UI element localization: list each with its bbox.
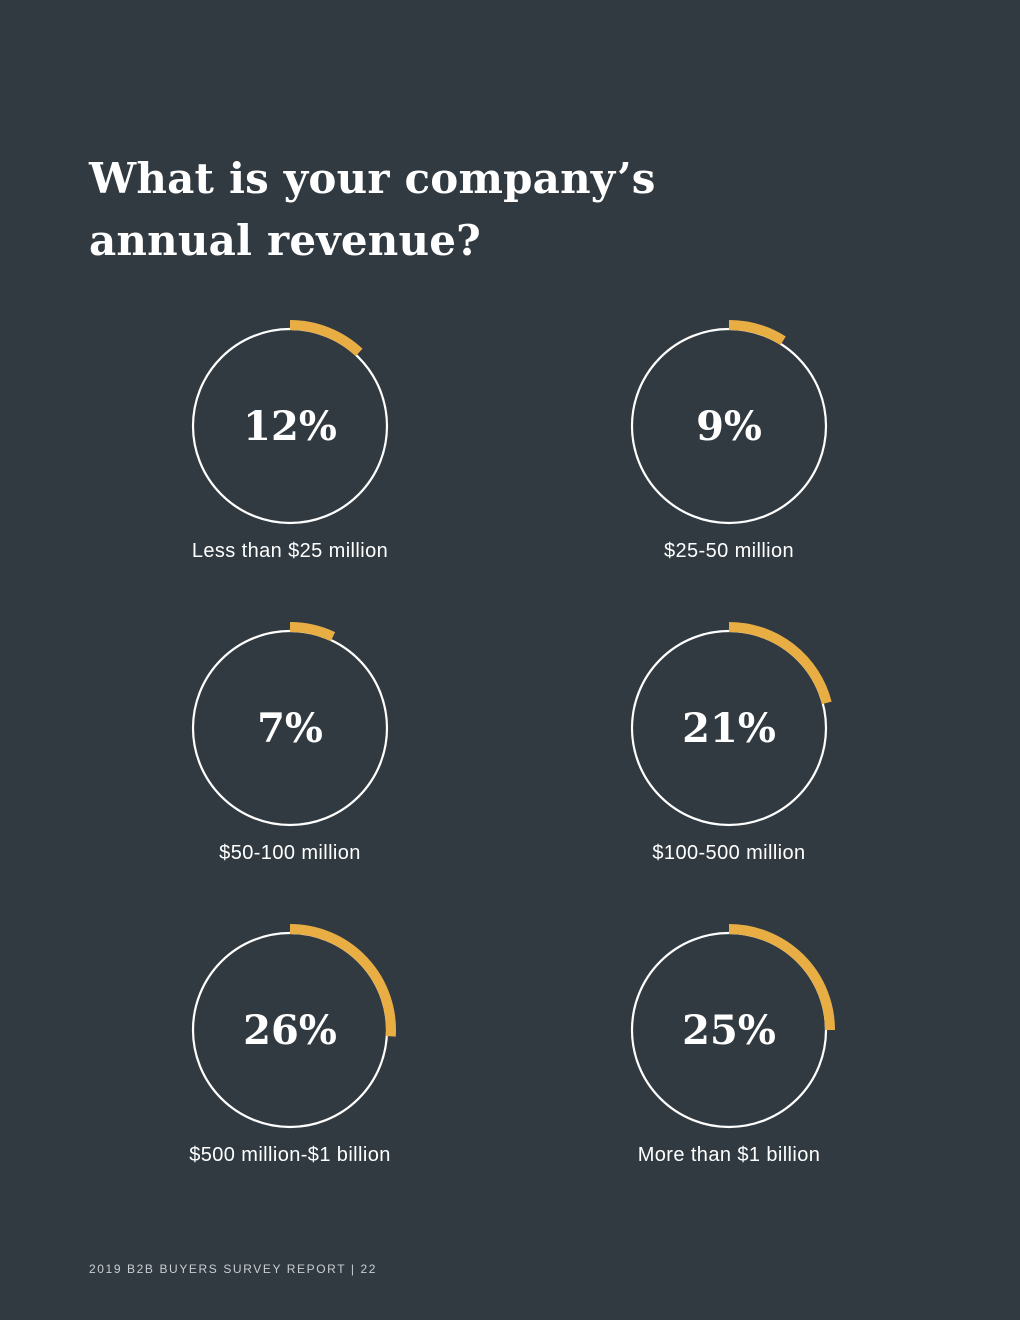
- ring-track: [630, 629, 828, 827]
- ring-value-label: 9%: [696, 403, 762, 450]
- ring-track: [630, 327, 828, 525]
- page-footer: 2019 B2B BUYERS SURVEY REPORT | 22: [89, 1262, 378, 1276]
- page-title-line-2: annual revenue?: [89, 216, 481, 265]
- ring-category-label: Less than $25 million: [192, 540, 388, 562]
- ring-value-label: 25%: [682, 1007, 776, 1054]
- ring-value-label: 12%: [243, 403, 337, 450]
- ring-item-500-million-1-billion: 26% $500 million-$1 billion: [189, 924, 396, 1166]
- ring-track: [191, 629, 389, 827]
- ring-progress-arc: [728, 320, 786, 346]
- ring-value-label: 26%: [243, 1007, 337, 1054]
- ring-progress-arc: [728, 924, 835, 1031]
- ring-item-50-100-million: 7% $50-100 million: [191, 622, 389, 864]
- ring-progress-arc: [289, 924, 396, 1037]
- ring-value-label: 21%: [682, 705, 776, 752]
- ring-progress-arc: [289, 622, 336, 642]
- ring-item-more-than-1-billion: 25% More than $1 billion: [630, 924, 835, 1166]
- ring-value-label: 7%: [257, 705, 323, 752]
- ring-progress-arc: [728, 622, 832, 705]
- ring-progress-arc: [289, 320, 363, 357]
- page-title-line-1: What is your company’s: [89, 154, 656, 203]
- ring-item-100-500-million: 21% $100-500 million: [630, 622, 832, 864]
- ring-category-label: $100-500 million: [652, 842, 805, 864]
- ring-category-label: $50-100 million: [219, 842, 361, 864]
- ring-category-label: More than $1 billion: [638, 1144, 821, 1166]
- ring-item-less-than-25-million: 12% Less than $25 million: [191, 320, 389, 562]
- ring-item-25-50-million: 9% $25-50 million: [630, 320, 828, 562]
- page-title: What is your company’s annual revenue?: [89, 148, 789, 272]
- ring-category-label: $25-50 million: [664, 540, 794, 562]
- ring-track: [191, 327, 389, 525]
- ring-category-label: $500 million-$1 billion: [189, 1144, 391, 1166]
